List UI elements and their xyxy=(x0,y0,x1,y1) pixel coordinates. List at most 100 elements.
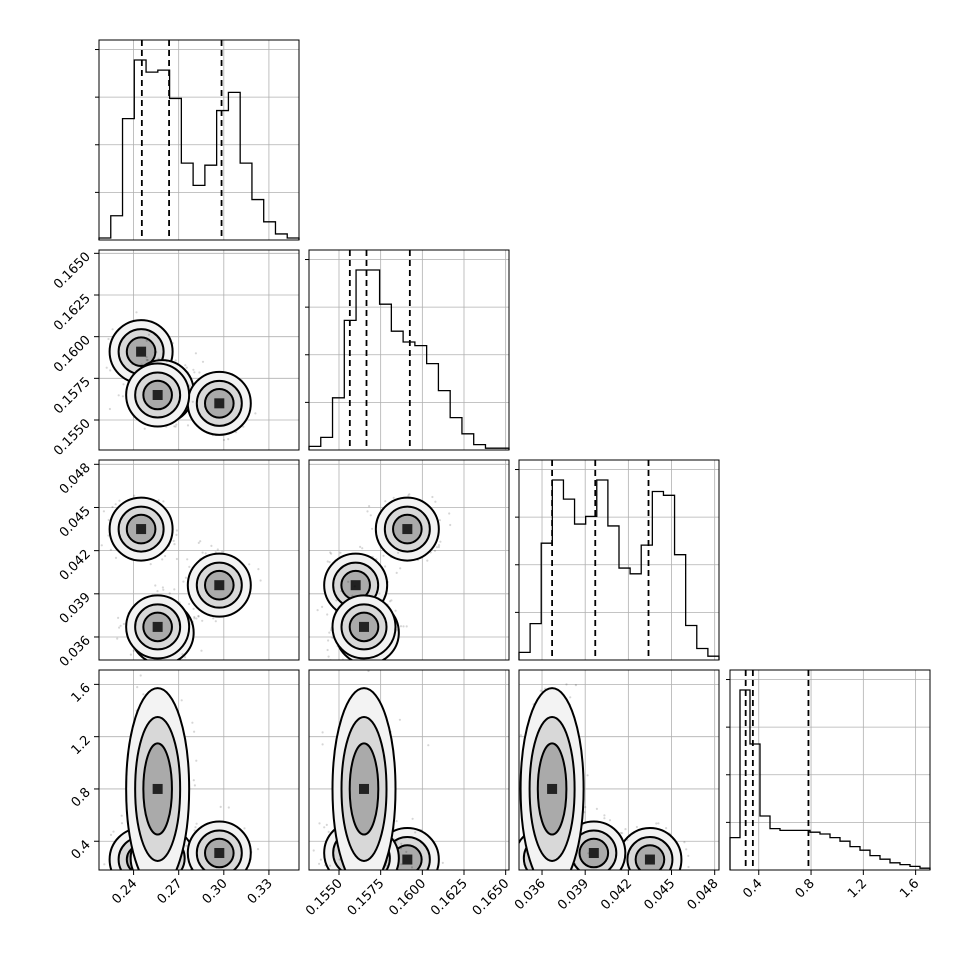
sample-point xyxy=(651,871,653,873)
sample-point xyxy=(365,872,367,874)
sample-point xyxy=(355,663,357,665)
sample-point xyxy=(396,871,398,873)
density-peak xyxy=(402,854,413,865)
sample-point xyxy=(687,865,690,869)
sample-point xyxy=(361,547,364,550)
sample-point xyxy=(162,500,165,503)
sample-point xyxy=(362,875,364,877)
sample-point xyxy=(141,881,143,883)
sample-point xyxy=(117,616,120,620)
sample-point xyxy=(132,649,135,652)
sample-point xyxy=(328,631,331,634)
sample-point xyxy=(347,888,349,890)
sample-point xyxy=(96,531,98,533)
sample-point xyxy=(149,873,151,875)
sample-point xyxy=(400,863,403,866)
sample-point xyxy=(548,878,550,880)
sample-point xyxy=(212,451,214,453)
density-peak xyxy=(214,398,225,409)
sample-point xyxy=(603,814,606,817)
sample-point xyxy=(369,514,372,517)
histogram-step xyxy=(729,689,931,870)
panel-background xyxy=(99,40,299,240)
sample-point xyxy=(231,872,233,874)
sample-point xyxy=(575,871,577,873)
density-peak xyxy=(359,621,369,632)
sample-point xyxy=(542,875,544,877)
sample-point xyxy=(387,874,389,876)
y-tick-label: 0.045 xyxy=(57,504,94,541)
sample-point xyxy=(257,568,260,571)
x-tick-label: 0.036 xyxy=(512,876,549,913)
sample-point xyxy=(556,871,558,873)
sample-point xyxy=(420,872,422,874)
sample-point xyxy=(129,653,132,656)
sample-point xyxy=(347,580,350,583)
sample-point xyxy=(687,854,690,858)
sample-point xyxy=(165,871,167,873)
sample-point xyxy=(201,551,204,554)
sample-point xyxy=(555,871,557,873)
sample-point xyxy=(259,579,262,582)
sample-point xyxy=(146,358,149,362)
sample-point xyxy=(398,718,401,721)
sample-point xyxy=(198,371,201,374)
y-tick-label: 0.8 xyxy=(69,785,94,810)
x-tick-label: 0.24 xyxy=(109,876,140,907)
sample-point xyxy=(350,871,352,873)
sample-point xyxy=(561,887,563,889)
sample-point xyxy=(256,848,260,851)
sample-point xyxy=(650,875,652,877)
sample-point xyxy=(107,337,110,341)
sample-point xyxy=(154,883,156,885)
sample-point xyxy=(569,878,571,880)
sample-point xyxy=(653,882,655,884)
y-tick-label: 0.4 xyxy=(69,837,94,862)
scatter-panel-3-2 xyxy=(518,669,720,891)
sample-point xyxy=(168,872,170,874)
sample-point xyxy=(191,721,194,724)
sample-point xyxy=(122,622,125,626)
sample-point xyxy=(669,872,671,874)
sample-point xyxy=(355,883,357,885)
sample-point xyxy=(164,876,166,878)
sample-point xyxy=(584,806,587,809)
sample-point xyxy=(118,878,120,880)
sample-point xyxy=(157,875,159,877)
sample-point xyxy=(354,874,356,876)
sample-point xyxy=(384,881,386,883)
sample-point xyxy=(554,889,556,891)
sample-point xyxy=(397,551,400,554)
sample-point xyxy=(120,814,123,817)
sample-point xyxy=(173,425,176,428)
sample-point xyxy=(234,431,238,434)
sample-point xyxy=(138,874,140,876)
sample-point xyxy=(382,554,385,557)
sample-point xyxy=(110,912,112,914)
sample-point xyxy=(141,879,143,881)
panel-frame xyxy=(518,669,720,871)
sample-point xyxy=(192,607,195,611)
sample-point xyxy=(366,874,368,876)
sample-point xyxy=(381,871,383,873)
sample-point xyxy=(201,619,204,622)
sample-point xyxy=(335,599,338,602)
sample-point xyxy=(396,876,398,878)
sample-point xyxy=(202,870,204,872)
sample-point xyxy=(135,311,138,314)
sample-point xyxy=(212,876,214,878)
sample-point xyxy=(405,850,408,854)
sample-point xyxy=(426,559,429,562)
sample-point xyxy=(329,864,332,867)
sample-point xyxy=(154,871,156,873)
sample-point xyxy=(139,875,141,877)
sample-point xyxy=(234,877,236,879)
sample-point xyxy=(432,871,434,873)
sample-point xyxy=(131,362,134,365)
sample-point xyxy=(635,825,639,829)
sample-point xyxy=(406,873,408,875)
sample-point xyxy=(589,874,591,876)
x-tick-label: 0.048 xyxy=(685,876,722,913)
sample-point xyxy=(396,628,399,632)
